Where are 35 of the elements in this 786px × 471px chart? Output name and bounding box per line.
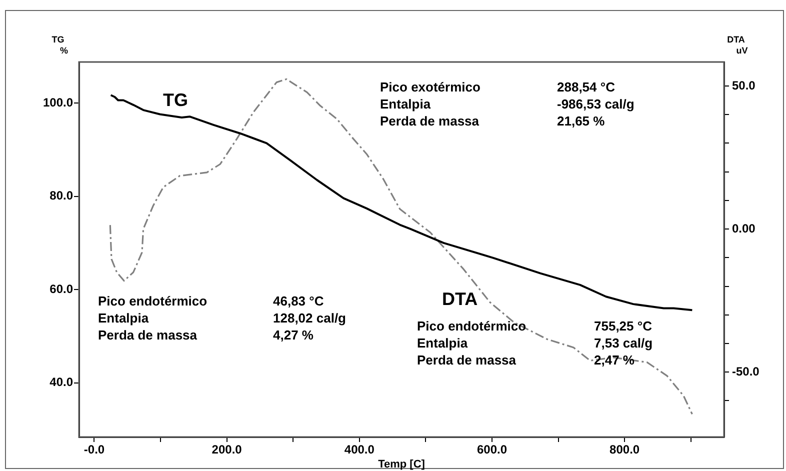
y2-tick-label: 50.0: [732, 78, 756, 92]
series-label: TG: [163, 90, 188, 110]
x-tick-label: 600.0: [476, 442, 508, 457]
series-label: DTA: [442, 288, 478, 309]
annotation: Entalpia: [380, 96, 432, 112]
annotation: Entalpia: [98, 310, 150, 326]
annotation: 7,53 cal/g: [594, 336, 653, 351]
annotation: 288,54 °C: [557, 80, 616, 95]
y-axis-title: TG %: [52, 34, 68, 56]
y2-tick-label: -50.0: [732, 364, 760, 378]
annotation: Entalpia: [417, 336, 468, 351]
x-tick-label: 200.0: [212, 442, 242, 457]
annotation: 4,27 %: [273, 328, 314, 343]
y-tick-label: 40.0: [50, 375, 74, 390]
annotation: Perda de massa: [417, 352, 517, 368]
annotation: Pico endotérmico: [417, 318, 526, 334]
annotation: -986,53 cal/g: [557, 96, 634, 112]
x-axis-title: Temp [C]: [378, 458, 426, 470]
x-tick-label: 800.0: [610, 442, 640, 457]
y-tick-label: 80.0: [50, 188, 74, 203]
annotation: 128,02 cal/g: [273, 310, 346, 326]
annotation: Perda de massa: [98, 328, 198, 343]
x-tick-label: 400.0: [344, 442, 375, 457]
y2-tick-label: 0.00: [732, 221, 756, 236]
y2-axis-title: DTA uV: [727, 34, 748, 56]
annotation: 2,47 %: [594, 352, 635, 368]
annotation: 21,65 %: [557, 114, 606, 129]
y-tick-label: 100.0: [42, 95, 74, 110]
annotation: Pico endotérmico: [98, 294, 208, 309]
annotation: Perda de massa: [380, 114, 480, 129]
annotation: 46,83 °C: [273, 294, 324, 309]
annotation: 755,25 °C: [594, 318, 653, 334]
annotation: Pico exotérmico: [380, 80, 480, 95]
y-tick-label: 60.0: [50, 282, 74, 296]
x-tick-label: -0.0: [84, 442, 105, 457]
